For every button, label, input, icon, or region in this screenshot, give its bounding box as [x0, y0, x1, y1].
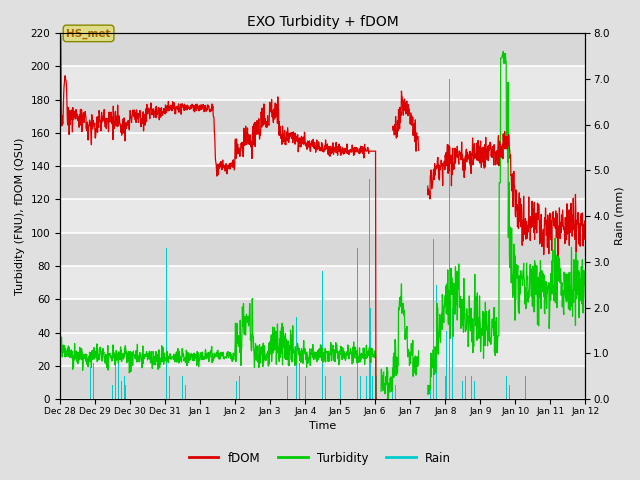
Bar [436, 285, 437, 399]
Bar [310, 381, 311, 399]
Bar [367, 381, 368, 399]
Bar [287, 376, 288, 399]
Bar [182, 376, 183, 399]
Bar [166, 248, 167, 399]
Bar [112, 385, 113, 399]
Bar [360, 376, 361, 399]
Title: EXO Turbidity + fDOM: EXO Turbidity + fDOM [247, 15, 399, 29]
Bar [449, 79, 450, 399]
X-axis label: Time: Time [309, 421, 336, 432]
Bar [366, 376, 367, 399]
Bar [60, 333, 586, 366]
Bar [169, 376, 170, 399]
Bar [60, 266, 586, 300]
Bar [60, 366, 586, 399]
Bar [432, 331, 433, 399]
Bar [465, 376, 466, 399]
Bar [60, 99, 586, 133]
Bar [299, 362, 300, 399]
Legend: fDOM, Turbidity, Rain: fDOM, Turbidity, Rain [184, 447, 456, 469]
Bar [343, 362, 344, 399]
Bar [93, 362, 94, 399]
Bar [60, 133, 586, 166]
Bar [506, 376, 507, 399]
Bar [509, 385, 510, 399]
Bar [375, 381, 376, 399]
Bar [392, 376, 393, 399]
Bar [60, 33, 586, 66]
Bar [115, 362, 116, 399]
Bar [462, 381, 463, 399]
Y-axis label: Turbidity (FNU), fDOM (QSU): Turbidity (FNU), fDOM (QSU) [15, 137, 25, 295]
Bar [369, 180, 370, 399]
Bar [430, 376, 431, 399]
Bar [376, 376, 377, 399]
Bar [448, 193, 449, 399]
Bar [60, 66, 586, 99]
Bar [359, 308, 360, 399]
Bar [270, 376, 271, 399]
Bar [525, 376, 526, 399]
Bar [121, 381, 122, 399]
Bar [296, 317, 297, 399]
Bar [60, 233, 586, 266]
Bar [325, 376, 326, 399]
Y-axis label: Rain (mm): Rain (mm) [615, 187, 625, 245]
Bar [118, 353, 119, 399]
Bar [185, 385, 186, 399]
Bar [90, 367, 91, 399]
Bar [452, 308, 453, 399]
Bar [278, 362, 279, 399]
Bar [60, 199, 586, 233]
Bar [164, 216, 165, 399]
Bar [236, 381, 237, 399]
Bar [357, 248, 358, 399]
Bar [474, 381, 475, 399]
Bar [60, 166, 586, 199]
Bar [446, 331, 447, 399]
Bar [60, 300, 586, 333]
Text: HS_met: HS_met [67, 28, 111, 38]
Bar [433, 239, 434, 399]
Bar [124, 376, 125, 399]
Bar [125, 385, 126, 399]
Bar [239, 376, 240, 399]
Bar [471, 376, 472, 399]
